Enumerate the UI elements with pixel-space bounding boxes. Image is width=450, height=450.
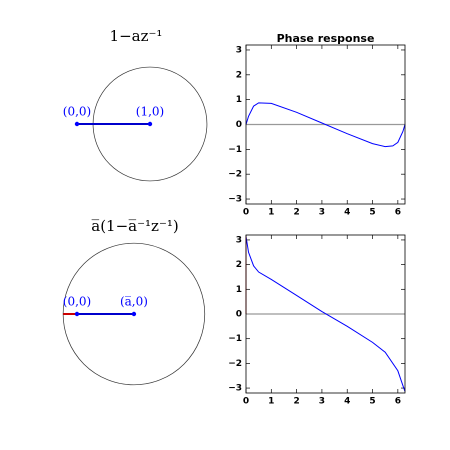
x-tick-label: 0 <box>243 208 249 218</box>
x-tick-label: 4 <box>344 208 350 218</box>
y-tick-label: −3 <box>228 384 242 394</box>
point-label: (1,0) <box>136 105 164 119</box>
y-tick-label: 0 <box>236 310 242 320</box>
y-tick-label: −3 <box>228 195 242 205</box>
diagram-title: a̅(1−a̅⁻¹z⁻¹) <box>91 217 179 235</box>
point-label: (0,0) <box>63 105 91 119</box>
point <box>147 121 153 127</box>
x-tick-label: 0 <box>243 397 249 407</box>
point <box>74 311 80 317</box>
y-tick-label: −2 <box>228 170 242 180</box>
y-tick-label: 1 <box>236 95 242 105</box>
point <box>74 121 80 127</box>
y-tick-label: −2 <box>228 359 242 369</box>
x-tick-label: 6 <box>395 208 401 218</box>
x-tick-label: 4 <box>344 397 350 407</box>
plot-title: Phase response <box>277 32 375 45</box>
y-tick-label: 2 <box>236 70 242 80</box>
axes-frame <box>245 234 406 394</box>
point <box>131 311 137 317</box>
x-tick-label: 2 <box>293 397 299 407</box>
axes-frame <box>245 44 406 205</box>
y-tick-label: −1 <box>228 145 242 155</box>
x-tick-label: 1 <box>268 397 274 407</box>
x-tick-label: 2 <box>293 208 299 218</box>
x-tick-label: 6 <box>395 397 401 407</box>
y-tick-label: 2 <box>236 260 242 270</box>
x-tick-label: 3 <box>319 397 325 407</box>
point-label: (a̅,0) <box>120 295 148 309</box>
y-tick-label: −1 <box>228 334 242 344</box>
y-tick-label: 3 <box>236 235 242 245</box>
y-tick-label: 0 <box>236 120 242 130</box>
phase-line <box>245 236 406 392</box>
point-label: (0,0) <box>63 295 91 309</box>
x-tick-label: 1 <box>268 208 274 218</box>
x-tick-label: 5 <box>369 208 375 218</box>
x-tick-label: 3 <box>319 208 325 218</box>
phase-line <box>245 102 406 148</box>
y-tick-label: 1 <box>236 285 242 295</box>
y-tick-label: 3 <box>236 45 242 55</box>
x-tick-label: 5 <box>369 397 375 407</box>
diagram-title: 1−az⁻¹ <box>110 27 163 45</box>
